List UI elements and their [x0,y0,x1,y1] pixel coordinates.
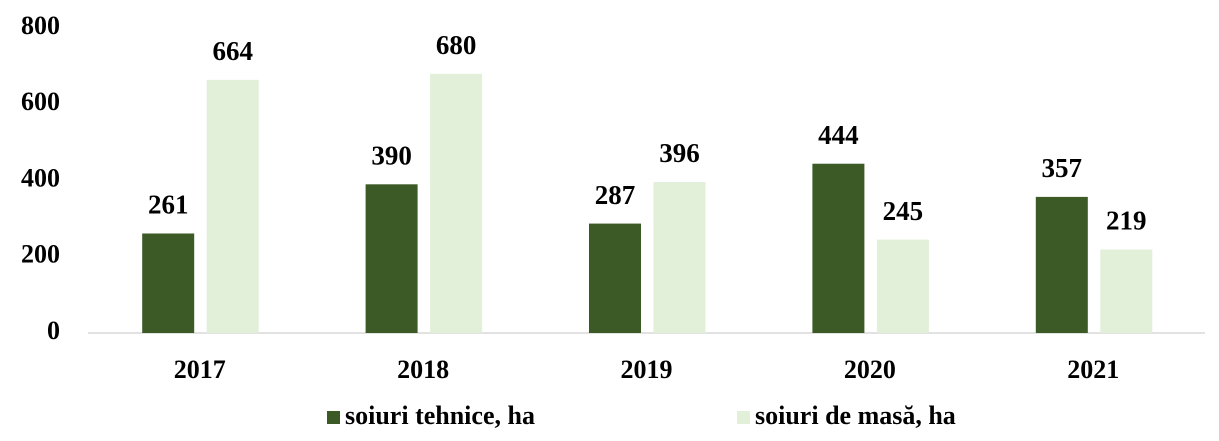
bar [653,182,706,333]
legend-label: soiuri tehnice, ha [345,401,535,430]
x-tick-label: 2019 [621,355,673,384]
value-label: 245 [883,196,924,226]
bar [876,239,929,333]
bar [812,163,865,333]
value-label: 357 [1042,153,1083,183]
bar [142,233,195,333]
y-tick-label: 200 [21,240,60,269]
legend-label: soiuri de masă, ha [755,401,956,430]
y-tick-label: 0 [47,316,60,345]
y-tick-label: 400 [21,163,60,192]
bar [206,79,259,333]
y-tick-label: 800 [21,11,60,40]
x-tick-label: 2017 [174,355,226,384]
x-tick-label: 2021 [1067,355,1119,384]
x-tick-label: 2020 [844,355,896,384]
value-label: 287 [595,180,636,210]
value-label: 680 [436,30,477,60]
bar [365,184,418,333]
value-label: 390 [371,141,412,171]
value-label: 444 [818,120,859,150]
bar [1035,196,1088,333]
bar [1100,249,1153,333]
value-label: 396 [659,138,700,168]
legend-swatch [327,411,340,424]
y-tick-label: 600 [21,87,60,116]
bar [430,73,483,333]
value-label: 219 [1106,206,1147,236]
legend-swatch [737,411,750,424]
value-label: 664 [212,36,253,66]
x-tick-label: 2018 [397,355,449,384]
value-label: 261 [148,190,189,220]
bar [589,223,641,333]
